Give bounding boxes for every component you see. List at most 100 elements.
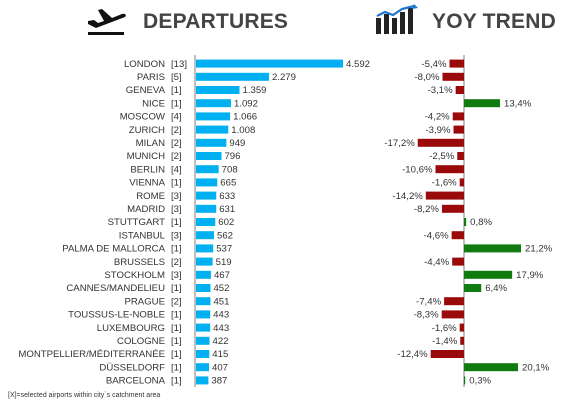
city-label: STUTTGART — [108, 217, 166, 228]
trend-bar — [452, 257, 464, 266]
city-label: ISTANBUL — [119, 230, 166, 241]
trend-bar — [464, 363, 519, 372]
city-label: PARIS — [137, 72, 165, 83]
trend-value-label: -8,2% — [414, 204, 440, 215]
trend-bar — [464, 376, 466, 385]
trend-value-label: -17,2% — [384, 138, 415, 149]
departures-bar — [196, 284, 211, 292]
city-label: PRAGUE — [124, 296, 165, 307]
departures-bar — [196, 336, 210, 345]
airport-count-label: [1] — [171, 244, 182, 255]
airport-count-label: [1] — [171, 323, 182, 334]
trend-value-label: 13,4% — [504, 98, 532, 109]
trend-value-label: -4,6% — [424, 230, 450, 241]
departures-title: DEPARTURES — [143, 10, 289, 33]
departures-value-label: 443 — [213, 323, 229, 334]
city-label: GENEVA — [126, 85, 166, 96]
trend-value-label: 0,3% — [469, 376, 491, 387]
departures-bar — [196, 178, 218, 187]
departures-value-label: 422 — [213, 336, 229, 347]
trend-bar — [444, 297, 464, 306]
departures-bar — [196, 204, 217, 213]
trend-value-label: -12,4% — [397, 349, 428, 360]
departures-value-label: 467 — [214, 270, 230, 281]
airport-count-label: [5] — [171, 72, 182, 83]
departures-value-label: 387 — [211, 376, 227, 387]
airport-count-label: [1] — [171, 376, 182, 387]
city-label: ROME — [136, 191, 165, 202]
departures-bar — [196, 59, 343, 68]
airport-count-label: [3] — [171, 204, 182, 215]
trend-value-label: -4,4% — [424, 257, 450, 268]
trend-value-label: -4,2% — [425, 112, 451, 123]
trend-bar — [464, 244, 521, 253]
trend-value-label: 20,1% — [522, 362, 550, 373]
departures-value-label: 519 — [216, 257, 232, 268]
departures-value-label: 451 — [213, 296, 229, 307]
airport-count-label: [1] — [171, 310, 182, 321]
trend-value-label: -8,0% — [414, 72, 440, 83]
departures-value-label: 602 — [218, 217, 234, 228]
departures-bar — [196, 376, 209, 385]
trend-bar — [460, 336, 464, 345]
airport-count-label: [13] — [171, 59, 187, 70]
trend-header: YOY TREND — [360, 0, 580, 40]
airport-count-label: [3] — [171, 191, 182, 202]
trend-bar — [464, 218, 467, 226]
trend-bar — [464, 99, 501, 108]
departures-bar — [196, 125, 229, 134]
city-label: CANNES/MANDELIEU — [66, 283, 165, 294]
trend-value-label: -7,4% — [416, 296, 442, 307]
airport-count-label: [1] — [171, 362, 182, 373]
city-label: MUNICH — [127, 151, 165, 162]
airport-count-label: [4] — [171, 164, 182, 175]
departures-bar — [196, 165, 219, 174]
trend-value-label: -8,3% — [414, 310, 440, 321]
city-label: VIENNA — [129, 178, 165, 189]
departures-bar — [196, 270, 211, 279]
trend-value-label: 21,2% — [525, 244, 553, 255]
departures-bar — [196, 99, 231, 108]
departures-header: DEPARTURES — [0, 0, 300, 40]
city-label: MONTPELLIER/MÉDITERRANÉE — [18, 349, 165, 360]
departures-bar — [196, 218, 216, 226]
departures-value-label: 1.092 — [234, 98, 258, 109]
departures-value-label: 1.066 — [233, 112, 257, 123]
trend-value-label: -1,6% — [432, 178, 458, 189]
departures-bar — [196, 350, 210, 358]
departures-bar — [196, 231, 214, 240]
departures-value-label: 407 — [212, 362, 228, 373]
airport-count-label: [3] — [171, 230, 182, 241]
departures-value-label: 537 — [216, 244, 232, 255]
trend-title: YOY TREND — [432, 10, 556, 33]
airport-count-label: [2] — [171, 138, 182, 149]
trend-bar — [430, 350, 464, 358]
airport-count-label: [3] — [171, 270, 182, 281]
city-label: STOCKHOLM — [104, 270, 165, 281]
city-label: PALMA DE MALLORCA — [62, 244, 165, 255]
airport-count-label: [1] — [171, 178, 182, 189]
footnote: [X]=selected airports within city`s catc… — [8, 392, 161, 399]
airport-count-label: [2] — [171, 257, 182, 268]
trend-bar — [417, 138, 464, 147]
departures-value-label: 1.359 — [243, 85, 267, 96]
departures-value-label: 631 — [219, 204, 235, 215]
trend-value-label: -5,4% — [421, 59, 447, 70]
airport-count-label: [1] — [171, 217, 182, 228]
departures-value-label: 1.008 — [231, 125, 255, 136]
departures-bar — [196, 72, 269, 81]
trend-value-label: -10,6% — [402, 164, 433, 175]
trend-value-label: -3,1% — [428, 85, 454, 96]
trend-bar — [425, 191, 464, 200]
trend-value-label: -2,5% — [429, 151, 455, 162]
city-label: ZURICH — [129, 125, 165, 136]
departures-bar — [196, 297, 211, 306]
trend-value-label: -14,2% — [392, 191, 423, 202]
departures-bar — [196, 244, 214, 253]
trend-value-label: 6,4% — [485, 283, 507, 294]
city-label: MOSCOW — [120, 112, 166, 123]
airport-count-label: [4] — [171, 112, 182, 123]
departures-value-label: 633 — [219, 191, 235, 202]
departures-value-label: 2.279 — [272, 72, 296, 83]
